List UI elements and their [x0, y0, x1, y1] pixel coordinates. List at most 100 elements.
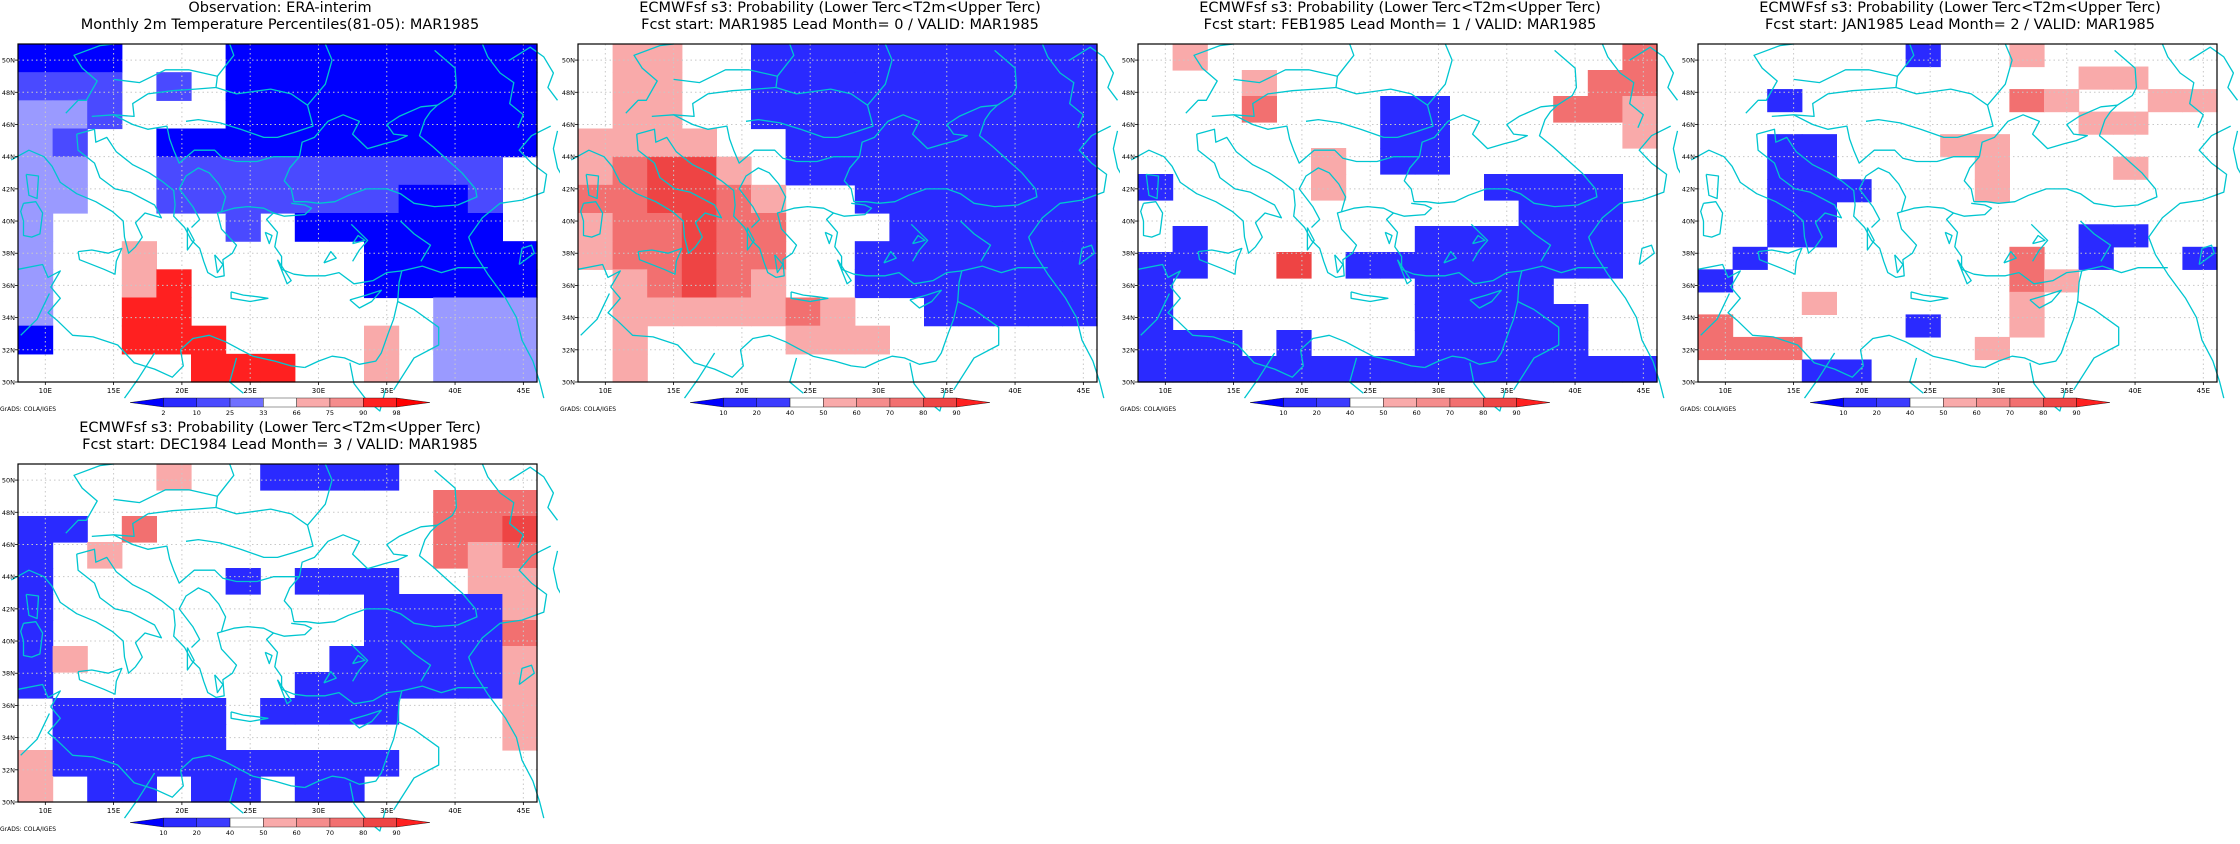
shaded-cell: [502, 568, 538, 595]
lat-tick-label: 34N: [1682, 314, 1695, 322]
coastline: [468, 125, 551, 399]
shaded-cell: [1449, 226, 1485, 253]
colorbar-swatch: [296, 817, 331, 828]
shaded-cell: [433, 646, 469, 673]
colorbar-label: 10: [1839, 409, 1847, 417]
shaded-cell: [820, 297, 856, 327]
panel-title-line1: ECMWFsf s3: Probability (Lower Terc<T2m<…: [1199, 0, 1601, 16]
shaded-cell: [260, 100, 296, 130]
map-frame: [577, 43, 1098, 383]
shaded-cell: [329, 44, 365, 73]
shaded-cell: [1380, 148, 1416, 175]
map-frame: [1697, 43, 2218, 383]
coastline: [77, 667, 123, 695]
shaded-cell: [191, 750, 227, 777]
shaded-cell: [854, 184, 890, 214]
shaded-cell: [889, 156, 925, 186]
coastline: [65, 43, 114, 114]
coastline: [76, 128, 403, 369]
coastline: [1336, 43, 1355, 77]
colorbar-label: 90: [392, 829, 400, 837]
probability-map: 10E 15E 20E 25E 30E 35E 40E 45E 30N 32N 34N 36N 38N 4…: [1682, 43, 2240, 417]
colorbar-swatch: [1449, 397, 1484, 408]
lon-tick-label: 40E: [2128, 387, 2141, 395]
shaded-cell: [364, 128, 400, 158]
coastline: [790, 291, 829, 303]
lon-tick-label: 15E: [1227, 387, 1240, 395]
coastline: [1443, 250, 1457, 264]
coastline: [1690, 134, 1843, 254]
shaded-cell: [467, 184, 503, 214]
shaded-cell: [1172, 44, 1208, 71]
shaded-cell: [716, 241, 752, 270]
coastline: [636, 128, 963, 369]
shaded-cell: [924, 72, 960, 101]
coastline: [1672, 130, 1706, 254]
shaded-cell: [993, 44, 1029, 73]
coastline: [350, 223, 369, 262]
shaded-cell: [260, 44, 296, 73]
colorbar: 10 20 40 50 60 70 80 90: [130, 817, 430, 837]
coastline: [673, 69, 779, 118]
grads-credit: GrADS: COLA/IGES: [560, 406, 617, 413]
coastline: [307, 463, 333, 526]
coastline: [1756, 128, 2083, 369]
colorbar: 10 20 40 50 60 70 80 90: [1250, 397, 1550, 417]
colorbar-label: 80: [1479, 409, 1487, 417]
shaded-cell: [1062, 269, 1098, 299]
shaded-cell: [225, 213, 261, 242]
shaded-cell: [502, 72, 538, 101]
shaded-cell: [225, 776, 261, 803]
shaded-cell: [2113, 156, 2149, 180]
coastline: [1041, 43, 1084, 128]
lat-tick-label: 32N: [1122, 346, 1135, 354]
colorbar-swatch: [789, 397, 824, 408]
shaded-cell: [156, 128, 192, 158]
probability-map: 10E 15E 20E 25E 30E 35E 40E 45E 30N 32N 34N 36N 38N 4…: [562, 43, 1146, 417]
colorbar-label: 80: [2039, 409, 2047, 417]
coastline: [994, 49, 1018, 106]
shaded-cell: [681, 213, 717, 242]
map-frame: [17, 463, 538, 803]
shaded-cell: [398, 44, 434, 73]
shaded-cell: [958, 241, 994, 270]
shaded-cell: [1801, 291, 1837, 315]
shaded-cell: [156, 750, 192, 777]
shaded-cell: [854, 44, 890, 73]
colorbar-swatch: [723, 397, 757, 408]
colorbar-label: 80: [359, 829, 367, 837]
shaded-cell: [1311, 356, 1347, 383]
shaded-cell: [958, 44, 994, 73]
shaded-cell: [121, 750, 157, 777]
shaded-cell: [1027, 241, 1063, 270]
coastline: [518, 244, 535, 266]
coastline: [1427, 43, 1453, 106]
shaded-cell: [260, 72, 296, 101]
shaded-cell: [398, 620, 434, 647]
shaded-cell: [294, 184, 330, 214]
temperature-map: 10E 15E 20E 25E 30E 35E 40E 45E 30N 32N 34N 36N 38N 4…: [2, 43, 586, 417]
coastline: [178, 167, 227, 228]
shaded-cell: [260, 464, 296, 491]
shaded-cell: [18, 241, 54, 270]
coastline: [738, 167, 787, 228]
lat-tick-label: 50N: [2, 477, 15, 485]
shaded-cell: [1553, 252, 1589, 279]
shaded-cell: [1138, 174, 1174, 201]
shaded-cell: [364, 213, 400, 242]
colorbar-label: 50: [819, 409, 827, 417]
shaded-cell: [364, 672, 400, 699]
shaded-cell: [1767, 336, 1803, 361]
coastline: [25, 173, 40, 200]
shaded-cell: [225, 72, 261, 101]
map-frame: [17, 43, 538, 383]
shaded-cell: [1138, 330, 1174, 357]
lat-tick-label: 30N: [1122, 379, 1135, 387]
shaded-cell: [889, 44, 925, 73]
lon-tick-label: 15E: [107, 387, 120, 395]
lon-tick-label: 30E: [872, 387, 885, 395]
lon-tick-label: 40E: [1568, 387, 1581, 395]
colorbar-label: 40: [786, 409, 794, 417]
shaded-cell: [121, 516, 157, 543]
lat-tick-label: 32N: [2, 346, 15, 354]
